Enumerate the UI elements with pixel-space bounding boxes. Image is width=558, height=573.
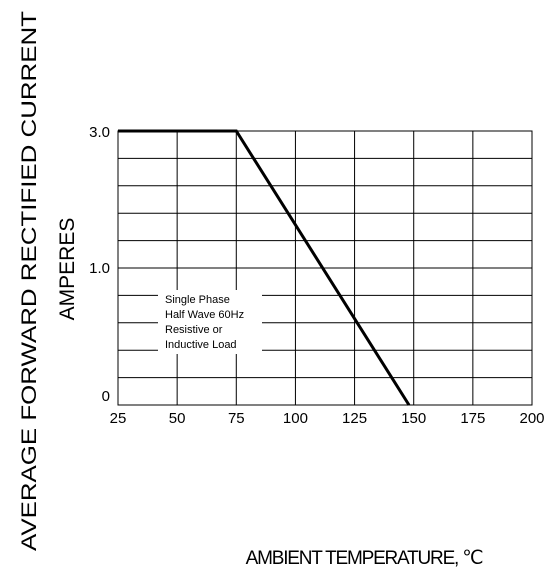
x-tick-label-125: 125 bbox=[342, 410, 367, 427]
y-tick-label-0: 0 bbox=[102, 388, 110, 405]
annotation-line-2: Half Wave 60Hz bbox=[165, 309, 244, 321]
x-tick-label-150: 150 bbox=[401, 410, 426, 427]
x-tick-label-25: 25 bbox=[110, 410, 127, 427]
y-tick-label-1-0: 1.0 bbox=[89, 260, 110, 277]
annotation-background bbox=[158, 290, 262, 354]
annotation-line-4: Inductive Load bbox=[165, 339, 237, 351]
x-axis-title: AMBIENT TEMPERATURE, ℃ bbox=[246, 548, 484, 569]
x-tick-label-200: 200 bbox=[519, 410, 544, 427]
x-tick-label-175: 175 bbox=[460, 410, 485, 427]
annotation-line-3: Resistive or bbox=[165, 324, 223, 336]
x-tick-label-100: 100 bbox=[283, 410, 308, 427]
y-axis-title-line-2: AMPERES bbox=[56, 218, 79, 321]
x-tick-label-50: 50 bbox=[169, 410, 186, 427]
annotation-line-1: Single Phase bbox=[165, 294, 230, 306]
derating-curve bbox=[118, 129, 411, 406]
plot-frame bbox=[117, 130, 533, 406]
grid-layer bbox=[118, 131, 532, 405]
y-tick-label-3-0: 3.0 bbox=[89, 124, 110, 141]
x-tick-labels: 25 50 75 100 125 150 175 200 bbox=[110, 410, 545, 427]
y-axis-title-line-1: AVERAGE FORWARD RECTIFIED CURRENT bbox=[18, 11, 41, 551]
x-tick-label-75: 75 bbox=[228, 410, 245, 427]
